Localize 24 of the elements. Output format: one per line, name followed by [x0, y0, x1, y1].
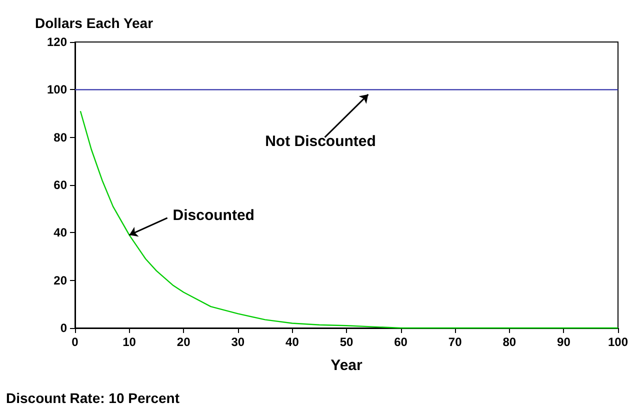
annotation: Discounted: [172, 206, 254, 224]
x-tick-label: 10: [122, 335, 136, 349]
x-axis-title: Year: [330, 357, 363, 374]
x-tick-label: 100: [608, 335, 628, 349]
x-tick-label: 80: [502, 335, 516, 349]
x-tick-label: 70: [448, 335, 462, 349]
annotation: Not Discounted: [265, 133, 376, 150]
y-tick-label: 20: [54, 273, 68, 288]
text: Discount Rate: 10 Percent: [6, 390, 180, 406]
x-tick-label: 30: [231, 335, 245, 349]
y-tick-label: 60: [54, 178, 68, 192]
y-tick-label: 120: [46, 35, 68, 49]
line-series: [80, 110, 619, 329]
x-tick-label: 40: [286, 335, 300, 349]
x-tick-label: 60: [394, 335, 408, 349]
x-tick-label: 50: [340, 335, 354, 349]
y-tick-label: 0: [60, 321, 68, 335]
x-tick-label: 20: [176, 335, 191, 349]
y-tick-label: 100: [46, 82, 68, 97]
x-tick-label: 90: [557, 335, 571, 349]
y-axis-title: Dollars Each Year: [35, 15, 154, 31]
y-tick-label: 80: [54, 130, 68, 144]
x-tick-label: 0: [72, 335, 79, 349]
y-tick-label: 40: [54, 226, 68, 240]
